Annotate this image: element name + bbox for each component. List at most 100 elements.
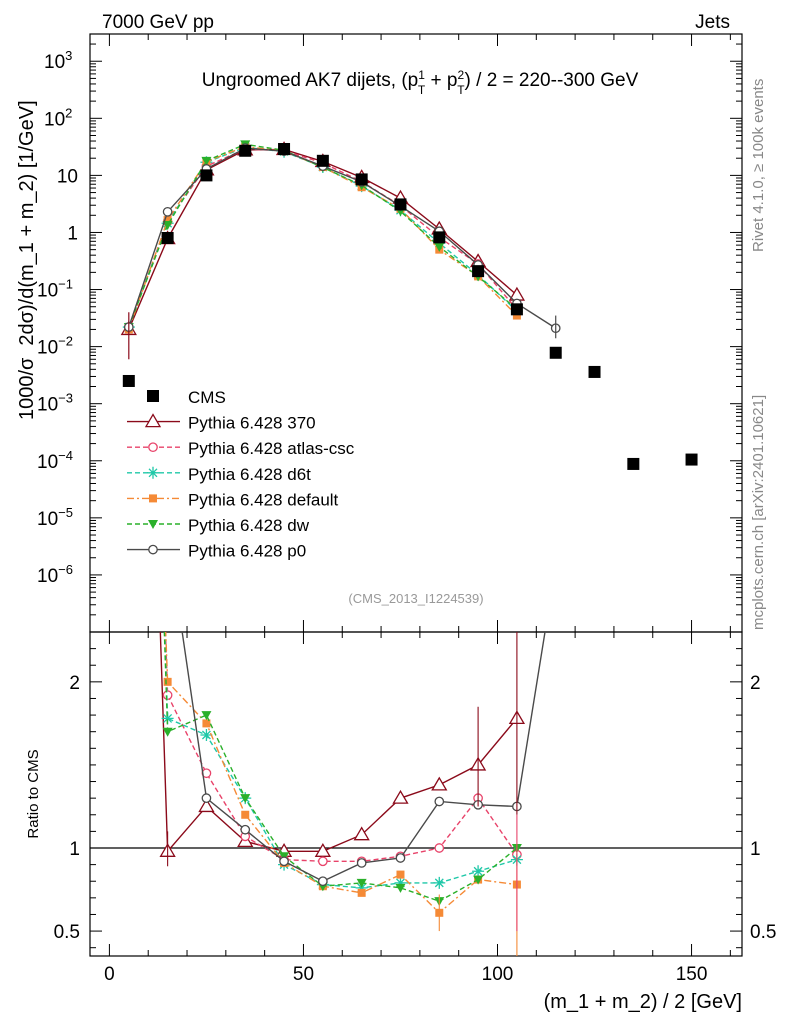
data-point xyxy=(472,265,485,278)
y-tick-label: 102 xyxy=(44,105,72,130)
y-tick-label: 10−6 xyxy=(37,562,73,587)
x-tick-label: 150 xyxy=(676,964,708,985)
ratio-point xyxy=(357,888,366,897)
ratio-point xyxy=(356,858,367,868)
ratio-point xyxy=(201,793,212,804)
y-tick-label: 1 xyxy=(750,839,761,860)
data-point xyxy=(201,156,212,166)
legend-marker xyxy=(147,466,159,479)
ratio-point xyxy=(395,883,406,893)
legend-entry: Pythia 6.428 370 xyxy=(127,413,316,433)
y-tick-label: 2 xyxy=(750,673,761,694)
ratio-point xyxy=(161,712,174,725)
data-point xyxy=(122,374,135,387)
data-point xyxy=(163,216,172,225)
legend-marker xyxy=(144,413,162,428)
y-tick-label: 10−5 xyxy=(37,505,73,530)
ratio-point xyxy=(433,876,446,889)
legend: CMS Pythia 6.428 370 Pythia 6.428 atlas-cs… xyxy=(127,388,355,561)
rivet-label: Rivet 4.1.0, ≥ 100k events xyxy=(750,79,767,252)
ratio-point xyxy=(240,794,251,804)
ratio-xlabel: (m_1 + m_2) / 2 [GeV] xyxy=(544,991,742,1013)
ratio-point xyxy=(353,826,370,841)
y-tick-label: 10−1 xyxy=(37,277,73,302)
data-point xyxy=(200,169,213,182)
ratio-point xyxy=(241,810,250,819)
ratio-point xyxy=(202,719,211,728)
analysis-id-label: (CMS_2013_I1224539) xyxy=(348,591,483,606)
ratio-point xyxy=(395,853,406,863)
data-point xyxy=(162,221,173,231)
x-tick-label: 100 xyxy=(482,964,514,985)
data-point xyxy=(162,206,173,217)
legend-entry: CMS xyxy=(147,388,226,407)
data-point xyxy=(685,453,698,466)
legend-label: Pythia 6.428 dw xyxy=(188,516,310,535)
y-tick-label: 10−2 xyxy=(37,334,73,359)
ratio-point xyxy=(198,798,215,813)
y-tick-label: 1 xyxy=(69,839,80,860)
ratio-point xyxy=(318,876,328,887)
ratio-point xyxy=(434,843,445,853)
data-point xyxy=(433,231,446,244)
x-tick-label: 0 xyxy=(104,964,115,985)
data-point xyxy=(627,457,640,470)
legend-label: Pythia 6.428 p0 xyxy=(188,542,306,561)
main-panel: 10−6 10−5 10−4 10−3 10−2 10−1 1 10 102 103 Ungroo… xyxy=(16,33,743,633)
y-tick-label: 10−4 xyxy=(37,448,73,473)
data-point xyxy=(394,198,407,211)
ratio-ylabel: Ratio to CMS xyxy=(25,749,42,838)
data-point xyxy=(434,242,445,252)
jets-label: Jets xyxy=(695,12,730,33)
ratio-point xyxy=(392,789,409,804)
ratio-point xyxy=(472,865,485,878)
ratio-panel: 0.5 1 2 0.5 1 2 Ratio to CMS 0 50 100 150 (m_1 +… xyxy=(25,34,776,1013)
mcplots-label: mcplots.cern.ch [arXiv:2401.10621] xyxy=(750,395,767,630)
ratio-line xyxy=(181,632,546,883)
ratio-series-group xyxy=(159,632,546,956)
ratio-point xyxy=(163,677,172,686)
legend-entry: Pythia 6.428 d6t xyxy=(127,465,311,484)
legend-label: Pythia 6.428 default xyxy=(188,490,339,509)
legend-label: Pythia 6.428 atlas-csc xyxy=(188,439,355,458)
ratio-point xyxy=(240,824,251,835)
main-ylabel: 1000/σ2dσ)/d(m_1 + m_2) [1/GeV] xyxy=(16,100,38,420)
y-tick-label: 0.5 xyxy=(54,922,80,943)
main-title: Ungroomed AK7 dijets, (p1 T + p2 T) / 2 = … xyxy=(202,68,639,97)
legend-marker xyxy=(147,390,159,402)
data-point xyxy=(588,365,601,378)
legend-entry: Pythia 6.428 atlas-csc xyxy=(127,439,355,458)
legend-marker xyxy=(148,520,158,529)
ratio-point xyxy=(396,870,405,879)
data-point xyxy=(278,142,291,155)
x-tick-label: 50 xyxy=(293,964,314,985)
data-point xyxy=(316,154,329,167)
series-line xyxy=(128,147,557,329)
ratio-point xyxy=(434,796,445,807)
data-point xyxy=(512,311,521,320)
series-line xyxy=(128,148,518,328)
ratio-point xyxy=(314,843,331,857)
ratio-point xyxy=(431,776,448,791)
legend-marker xyxy=(148,544,158,555)
ratio-point xyxy=(162,727,173,737)
legend-label: Pythia 6.428 d6t xyxy=(188,465,311,484)
ratio-point xyxy=(200,729,213,742)
ratio-point xyxy=(356,878,367,888)
legend-entry: Pythia 6.428 p0 xyxy=(127,542,306,561)
data-point xyxy=(549,346,562,359)
series-line xyxy=(128,145,518,330)
y-tick-label: 10−3 xyxy=(37,391,73,416)
energy-label: 7000 GeV pp xyxy=(102,12,214,33)
legend-entry: Pythia 6.428 default xyxy=(127,490,339,509)
data-point xyxy=(355,173,368,186)
y-tick-label: 103 xyxy=(44,48,72,73)
legend-marker xyxy=(149,494,157,503)
y-tick-label: 2 xyxy=(69,673,80,694)
ratio-point xyxy=(394,876,407,889)
y-tick-label: 0.5 xyxy=(750,922,776,943)
ratio-line xyxy=(164,632,518,862)
ratio-point xyxy=(279,856,289,867)
data-point xyxy=(161,231,174,244)
